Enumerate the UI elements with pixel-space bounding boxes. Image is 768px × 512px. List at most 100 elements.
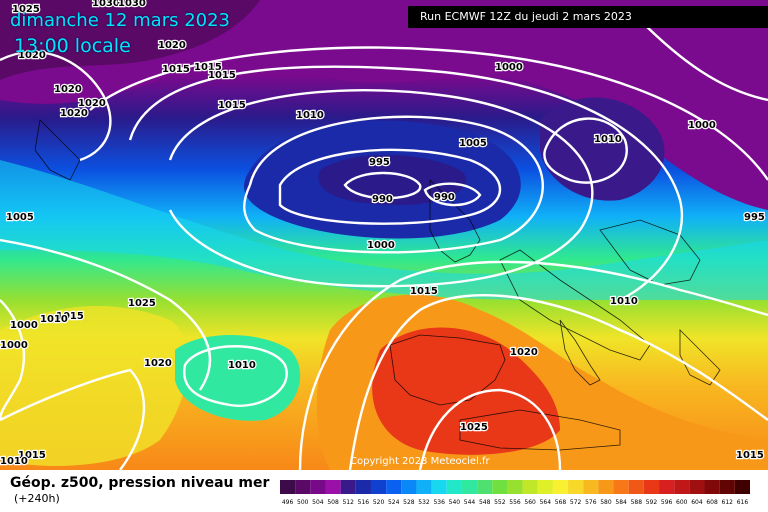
scale-swatch [583, 480, 599, 494]
isobar-label: 1015 [218, 100, 246, 111]
isobar-label: 1015 [56, 311, 84, 322]
isobar-label: 1020 [144, 358, 172, 369]
scale-label: 524 [388, 499, 400, 506]
scale-swatch [598, 480, 614, 494]
scale-label: 592 [646, 499, 658, 506]
scale-swatch [416, 480, 432, 494]
isobar-label: 1000 [367, 240, 395, 251]
isobar-1000 [243, 115, 544, 254]
scale-label: 600 [676, 499, 688, 506]
isobar-label: 1015 [18, 450, 46, 461]
isobar-1020-west [0, 50, 112, 162]
isobar-labels: 1025 1030 1030 1020 1020 1015 1015 1015 … [0, 0, 766, 468]
isobar-1015 [89, 46, 768, 181]
scale-swatch [355, 480, 371, 494]
forecast-lead: (+240h) [14, 492, 60, 505]
isobar-label: 1000 [495, 62, 523, 73]
isobar-label: 1010 [296, 110, 324, 121]
isobar-1005 [168, 89, 594, 288]
scale-swatch [613, 480, 629, 494]
scale-swatch [734, 480, 750, 494]
isobar-label: 1015 [194, 62, 222, 73]
isobar-label: 1010 [610, 296, 638, 307]
scale-swatch [492, 480, 508, 494]
scale-label: 580 [600, 499, 612, 506]
isobar-1025-ridge [418, 388, 562, 470]
scale-label: 508 [327, 499, 339, 506]
scale-label: 544 [464, 499, 476, 506]
isobar-south-1015 [0, 238, 212, 391]
isobar-label: 995 [744, 212, 765, 223]
isobar-label: 1015 [736, 450, 764, 461]
scale-swatch [628, 480, 644, 494]
scale-swatch [689, 480, 705, 494]
scale-label: 556 [509, 499, 521, 506]
scale-label: 496 [282, 499, 294, 506]
scale-label: 612 [722, 499, 734, 506]
scale-swatch [370, 480, 387, 494]
model-run-label: Run ECMWF 12Z du jeudi 2 mars 2023 [408, 6, 768, 28]
purple-north-region [0, 0, 768, 210]
scale-label: 616 [737, 499, 749, 506]
scale-label: 512 [342, 499, 354, 506]
isobars [0, 19, 768, 470]
isobar-1000-sw [0, 299, 26, 421]
scale-label: 552 [494, 499, 506, 506]
isobar-label: 1020 [18, 50, 46, 61]
z500-map: 1025 1030 1030 1020 1020 1015 1015 1015 … [0, 0, 768, 470]
scale-swatch [310, 480, 326, 494]
scale-label: 560 [524, 499, 536, 506]
scale-swatch [325, 480, 341, 494]
isobar-label: 1000 [688, 120, 716, 131]
isobar-label: 1020 [54, 84, 82, 95]
scale-swatch [431, 480, 447, 494]
isobar-label: 995 [369, 157, 390, 168]
scale-label: 540 [449, 499, 461, 506]
isobar-label: 1010 [228, 360, 256, 371]
copyright-text: Copyright 2023 Meteociel.fr [350, 456, 490, 467]
isobar-label: 1025 [128, 298, 156, 309]
isobar-label: 990 [434, 192, 455, 203]
isobar-1010-east [543, 117, 628, 184]
scale-swatch [446, 480, 462, 494]
scale-label: 604 [691, 499, 703, 506]
isobar-label: 1020 [510, 347, 538, 358]
coastlines [34, 119, 721, 451]
scale-swatch [280, 480, 296, 494]
legend-title: Géop. z500, pression niveau mer [10, 475, 270, 491]
scale-swatch [704, 480, 720, 494]
isobar-label: 1015 [208, 70, 236, 81]
isobar-label: 1020 [60, 108, 88, 119]
isobar-label: 1020 [158, 40, 186, 51]
isobar-1010-cutoff [183, 345, 288, 407]
scale-swatch [537, 480, 553, 494]
isobar-1010 [128, 65, 684, 302]
isobar-label: 1015 [410, 286, 438, 297]
scale-swatch [659, 480, 675, 494]
scale-swatch [295, 480, 311, 494]
scale-swatch [643, 480, 660, 494]
scale-label: 584 [615, 499, 627, 506]
isobar-label: 1000 [10, 320, 38, 331]
scale-swatch [386, 480, 402, 494]
isobar-1020-sw [0, 368, 146, 470]
isobar-990b [423, 182, 482, 207]
isobar-995 [278, 148, 501, 225]
isobar-label: 1015 [162, 64, 190, 75]
scale-swatch [719, 480, 735, 494]
isobar-label: 1000 [0, 340, 28, 351]
cyan-band [0, 160, 768, 300]
scale-label: 532 [418, 499, 430, 506]
scale-label: 572 [570, 499, 582, 506]
isobar-label: 1025 [12, 4, 40, 15]
isobar-label: 1010 [40, 314, 68, 325]
forecast-time: 13:00 locale [14, 35, 131, 57]
scale-swatch [461, 480, 478, 494]
isobar-label: 1005 [6, 212, 34, 223]
scale-swatch [340, 480, 356, 494]
scale-swatch [522, 480, 538, 494]
isobar-label: 1010 [594, 134, 622, 145]
scale-swatch [401, 480, 417, 494]
scale-label: 516 [358, 499, 370, 506]
